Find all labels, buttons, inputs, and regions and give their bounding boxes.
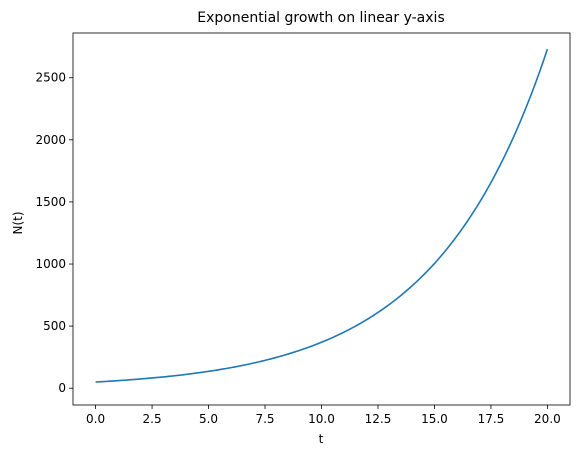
- x-tick-label: 20.0: [534, 412, 561, 426]
- y-tick-label: 1000: [35, 257, 66, 271]
- y-tick-label: 2500: [35, 71, 66, 85]
- x-axis-label: t: [319, 432, 324, 446]
- x-tick-label: 7.5: [255, 412, 274, 426]
- y-axis: 0 500 1000 1500 2000 2500: [35, 71, 73, 395]
- x-tick-label: 10.0: [308, 412, 335, 426]
- x-tick-label: 17.5: [478, 412, 505, 426]
- y-axis-label: N(t): [11, 211, 25, 234]
- y-tick-label: 0: [58, 381, 66, 395]
- series-line: [95, 48, 549, 383]
- y-tick-label: 500: [43, 319, 66, 333]
- x-tick-label: 0.0: [86, 412, 105, 426]
- y-tick-label: 1500: [35, 195, 66, 209]
- x-tick-label: 15.0: [421, 412, 448, 426]
- x-tick-label: 2.5: [143, 412, 162, 426]
- chart-title: Exponential growth on linear y-axis: [197, 10, 444, 26]
- x-axis: 0.0 2.5 5.0 7.5 10.0 12.5 15.0 17.5 20.0: [86, 405, 561, 426]
- x-tick-label: 12.5: [365, 412, 392, 426]
- x-tick-label: 5.0: [199, 412, 218, 426]
- y-tick-label: 2000: [35, 133, 66, 147]
